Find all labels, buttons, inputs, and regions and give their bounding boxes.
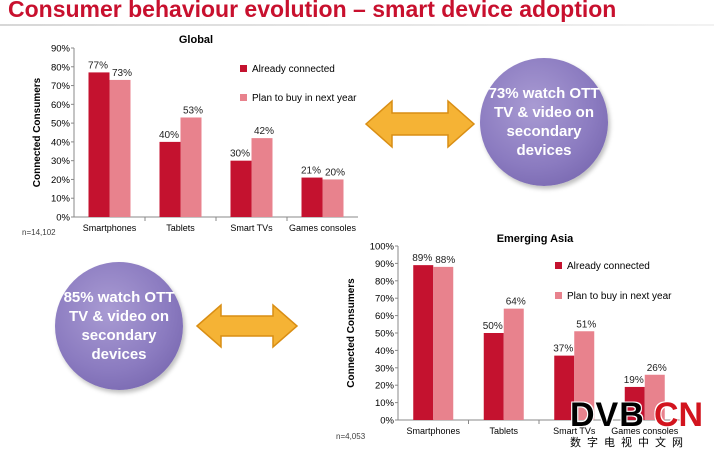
bar-plan-to-buy (251, 138, 273, 217)
y-tick-label: 10% (51, 194, 71, 205)
bar-already-connected (624, 386, 645, 420)
x-tick-label: Tablets (166, 223, 195, 233)
chart-asia: Emerging Asia Connected Consumers 0% 10% 20%… (346, 233, 680, 436)
bar-plan-to-buy (109, 79, 131, 217)
bar-already-connected (413, 265, 434, 420)
data-label: 88% (435, 255, 455, 266)
bar-already-connected (159, 141, 181, 217)
legend-swatch (240, 65, 247, 72)
bar-plan-to-buy (644, 374, 665, 420)
legend-swatch (555, 292, 562, 299)
watermark-brand-dvb: DVB (570, 396, 645, 434)
y-tick-label: 90% (375, 259, 395, 270)
legend-label: Already connected (567, 261, 650, 272)
bar-already-connected (483, 333, 504, 420)
data-label: 64% (506, 297, 526, 308)
y-tick-label: 30% (375, 363, 395, 374)
data-label: 42% (254, 126, 274, 137)
y-tick-label: 20% (375, 381, 395, 392)
y-tick-label: 40% (375, 346, 395, 357)
y-tick-label: 40% (51, 137, 71, 148)
chart-title: Emerging Asia (497, 233, 574, 245)
title-divider (0, 24, 714, 26)
legend-label: Already connected (252, 64, 335, 75)
data-label: 30% (230, 149, 250, 160)
sample-size-asia: n=4,053 (336, 432, 366, 441)
y-tick-label: 50% (375, 329, 395, 340)
x-tick-label: Smartphones (406, 426, 460, 436)
legend-swatch (240, 94, 247, 101)
legend-swatch (555, 262, 562, 269)
watermark-brand-cn: CN (654, 396, 704, 434)
legend-label: Plan to buy in next year (567, 291, 672, 302)
y-tick-label: 60% (375, 311, 395, 322)
callout-bubble-asia: 85% watch OTT TV & video on secondary de… (55, 262, 183, 390)
x-tick-label: Smartphones (83, 223, 137, 233)
data-label: 50% (483, 321, 503, 332)
bar-plan-to-buy (574, 331, 595, 420)
watermark-subtitle: 数字电视中文网 (570, 436, 689, 449)
y-tick-label: 80% (375, 276, 395, 287)
sample-size-global: n=14,102 (22, 228, 56, 237)
chart-title: Global (179, 34, 213, 46)
bar-plan-to-buy (433, 266, 454, 420)
y-tick-label: 30% (51, 156, 71, 167)
x-tick-label: Games consoles (611, 426, 679, 436)
data-label: 51% (576, 319, 596, 330)
callout-bubble-global: 73% watch OTT TV & video on secondary de… (480, 58, 608, 186)
y-tick-label: 50% (51, 119, 71, 130)
y-axis-label: Connected Consumers (346, 278, 357, 388)
y-tick-label: 20% (51, 175, 71, 186)
bar-already-connected (230, 160, 252, 217)
watermark-logo: DVB CN 数字电视中文网 (570, 396, 714, 451)
data-label: 26% (647, 363, 667, 374)
x-tick-label: Smart TVs (230, 223, 273, 233)
x-tick-label: Tablets (489, 426, 518, 436)
data-label: 19% (624, 375, 644, 386)
data-label: 53% (183, 105, 203, 116)
data-label: 20% (325, 167, 345, 178)
callout-text-global: 73% watch OTT TV & video on secondary de… (488, 85, 600, 159)
bar-plan-to-buy (503, 308, 524, 420)
y-tick-label: 80% (51, 62, 71, 73)
data-label: 89% (412, 253, 432, 264)
bar-already-connected (554, 355, 575, 420)
data-label: 37% (553, 344, 573, 355)
y-tick-label: 70% (51, 81, 71, 92)
double-arrow-icon (364, 99, 476, 149)
data-label: 21% (301, 166, 321, 177)
data-label: 77% (88, 60, 108, 71)
x-tick-label: Smart TVs (553, 426, 596, 436)
y-tick-label: 0% (380, 416, 394, 427)
y-tick-label: 70% (375, 294, 395, 305)
bar-plan-to-buy (322, 179, 344, 217)
y-tick-label: 0% (56, 213, 70, 224)
bar-plan-to-buy (180, 117, 202, 217)
slide-title: Consumer behaviour evolution – smart dev… (8, 0, 617, 22)
callout-text-asia: 85% watch OTT TV & video on secondary de… (63, 289, 175, 363)
double-arrow-icon (195, 303, 299, 349)
y-tick-label: 60% (51, 100, 71, 111)
y-axis-label: Connected Consumers (32, 77, 43, 187)
x-tick-label: Games consoles (289, 223, 357, 233)
data-label: 40% (159, 130, 179, 141)
y-tick-label: 90% (51, 44, 71, 55)
data-label: 73% (112, 68, 132, 79)
y-tick-label: 10% (375, 398, 395, 409)
chart-global: Global Connected Consumers 0% 10% 20% 30% 40% 5… (32, 34, 358, 233)
bar-already-connected (301, 177, 323, 217)
y-tick-label: 100% (370, 242, 395, 253)
legend-label: Plan to buy in next year (252, 93, 357, 104)
bar-already-connected (88, 72, 110, 218)
